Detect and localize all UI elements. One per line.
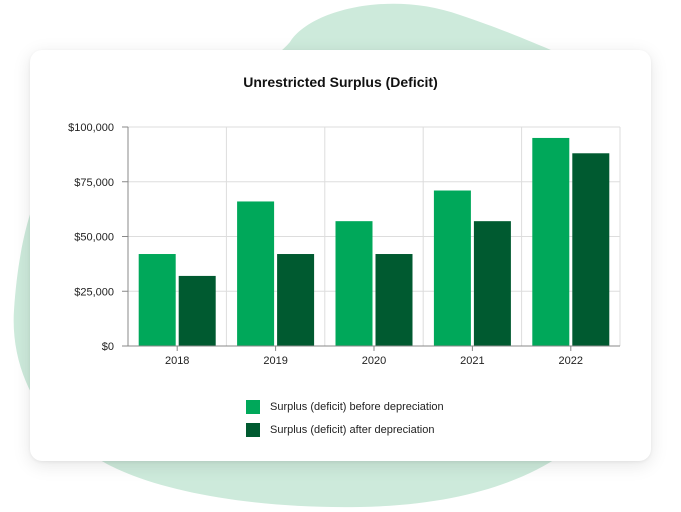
bar-before-2018: [138, 254, 176, 346]
y-tick-label: $100,000: [68, 122, 114, 134]
bar-before-2019: [237, 201, 275, 346]
bar-before-2020: [335, 221, 373, 346]
y-tick-label: $50,000: [74, 232, 114, 244]
legend-label-before: Surplus (deficit) before depreciation: [270, 401, 444, 413]
chart-card: Unrestricted Surplus (Deficit) $0 $25,000…: [30, 50, 651, 461]
x-tick-label: 2020: [362, 355, 386, 367]
legend-item-before: Surplus (deficit) before depreciation: [246, 399, 444, 415]
y-tick-label: $25,000: [74, 286, 114, 298]
chart-legend: Surplus (deficit) before depreciation Su…: [246, 399, 444, 445]
x-tick-label: 2018: [165, 355, 189, 367]
x-tick-label: 2019: [263, 355, 287, 367]
legend-label-after: Surplus (deficit) after depreciation: [270, 424, 435, 436]
bar-after-2022: [572, 153, 610, 346]
y-tick-label: $0: [102, 341, 114, 353]
bar-chart: $0 $25,000 $50,000 $75,000 $100,000 2018 2019 2…: [68, 122, 621, 367]
x-tick-label: 2021: [460, 355, 484, 367]
legend-swatch-after: [246, 423, 260, 437]
bar-before-2021: [433, 190, 471, 346]
bar-after-2020: [375, 254, 413, 346]
bar-after-2021: [473, 221, 511, 346]
y-tick-label: $75,000: [74, 177, 114, 189]
bar-before-2022: [532, 137, 570, 346]
chart-title: Unrestricted Surplus (Deficit): [243, 74, 438, 90]
bar-after-2018: [178, 275, 216, 346]
x-tick-label: 2022: [559, 355, 583, 367]
legend-item-after: Surplus (deficit) after depreciation: [246, 422, 444, 438]
bar-after-2019: [277, 254, 315, 346]
legend-swatch-before: [246, 400, 260, 414]
